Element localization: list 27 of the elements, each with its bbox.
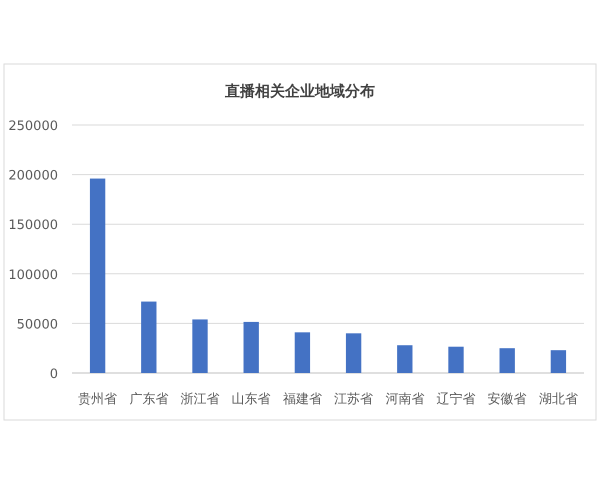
bar bbox=[550, 350, 566, 373]
y-tick-label: 150000 bbox=[8, 218, 58, 234]
x-tick-label: 安徽省 bbox=[488, 391, 527, 407]
y-tick-label: 0 bbox=[50, 367, 58, 382]
bar bbox=[397, 345, 412, 373]
bar bbox=[500, 348, 515, 373]
x-tick-label: 江苏省 bbox=[334, 392, 374, 407]
x-tick-label: 湖北省 bbox=[538, 392, 578, 407]
y-tick-label: 50000 bbox=[16, 317, 58, 332]
y-tick-label: 250000 bbox=[8, 119, 58, 134]
chart-title: 直播相关企业地域分布 bbox=[224, 82, 375, 100]
bar bbox=[294, 332, 310, 373]
x-tick-label: 贵州省 bbox=[78, 392, 118, 407]
x-tick-label: 山东省 bbox=[232, 392, 271, 407]
bar bbox=[346, 333, 362, 373]
x-tick-label: 河南省 bbox=[385, 392, 424, 407]
bar bbox=[90, 178, 106, 373]
y-tick-label: 100000 bbox=[8, 268, 58, 283]
x-tick-label: 广东省 bbox=[129, 392, 168, 407]
x-tick-label: 辽宁省 bbox=[436, 391, 476, 407]
bar bbox=[141, 302, 156, 373]
bar bbox=[192, 319, 208, 373]
bar bbox=[448, 346, 464, 373]
x-tick-label: 浙江省 bbox=[180, 392, 220, 407]
y-tick-label: 200000 bbox=[8, 168, 58, 184]
x-tick-label: 福建省 bbox=[282, 392, 322, 407]
bar bbox=[244, 322, 259, 373]
